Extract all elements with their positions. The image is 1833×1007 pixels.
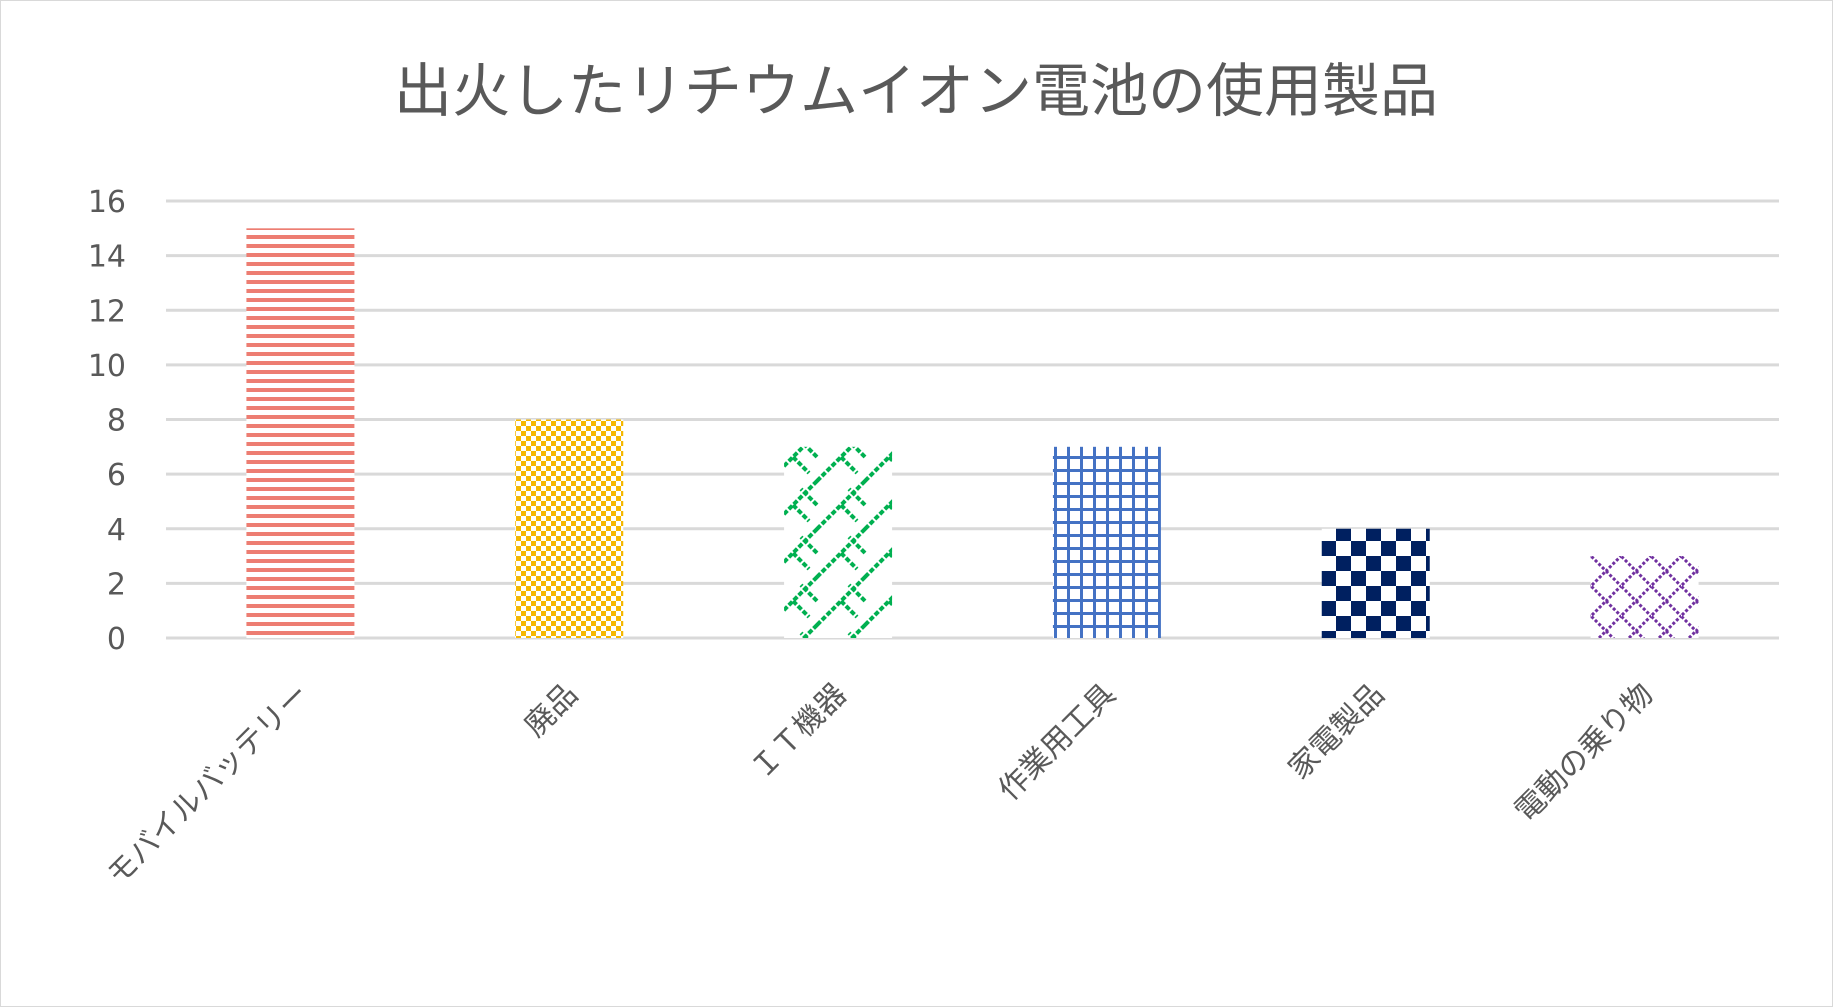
y-tick-label: 10: [88, 349, 126, 384]
x-tick-label: 廃品: [518, 677, 585, 744]
y-axis-tick-labels: 0 2 4 6 8 10 12 14 16: [88, 185, 126, 657]
bar: [1321, 528, 1430, 638]
y-tick-label: 4: [107, 513, 126, 548]
y-tick-label: 8: [107, 404, 126, 439]
y-tick-label: 2: [107, 567, 126, 602]
bar: [784, 446, 893, 638]
x-tick-label: 電動の乗り物: [1508, 677, 1660, 829]
x-tick-label: 作業用工具: [992, 677, 1123, 808]
bar: [515, 419, 624, 638]
y-tick-label: 14: [88, 240, 126, 275]
bar: [246, 228, 355, 638]
x-tick-label: ＩＴ機器: [744, 677, 854, 787]
bar: [1052, 446, 1161, 638]
x-axis-tick-labels: モバイルバッテリー 廃品 ＩＴ機器 作業用工具 家電製品 電動の乗り物: [100, 677, 1660, 893]
y-tick-label: 16: [88, 185, 126, 220]
x-tick-label: モバイルバッテリー: [100, 677, 316, 893]
y-tick-label: 6: [107, 458, 126, 493]
x-tick-label: 家電製品: [1282, 677, 1392, 787]
gridlines: [166, 199, 1779, 640]
y-tick-label: 12: [88, 294, 126, 329]
chart-title: 出火したリチウムイオン電池の使用製品: [394, 57, 1438, 125]
y-tick-label: 0: [107, 622, 126, 657]
bar: [1590, 556, 1699, 638]
bars: [246, 228, 1699, 638]
